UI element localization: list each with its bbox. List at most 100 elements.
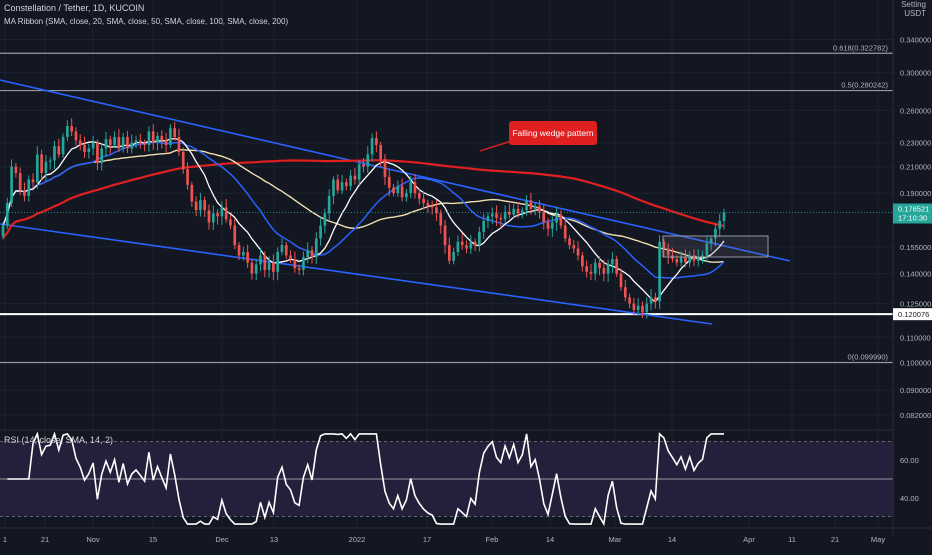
currency-code: USDT xyxy=(904,9,926,18)
candle-up xyxy=(722,212,726,221)
candle-down xyxy=(96,142,99,163)
candle-down xyxy=(18,173,22,191)
candle-up xyxy=(636,305,640,310)
price-tick-label: 0.190000 xyxy=(900,189,931,198)
candle-down xyxy=(70,126,73,132)
candle-down xyxy=(160,135,164,141)
fib-level-label: 0(0.099990) xyxy=(848,352,889,361)
candle-up xyxy=(302,257,305,270)
candle-up xyxy=(130,142,134,149)
candle-down xyxy=(546,222,550,229)
candle-up xyxy=(486,216,490,221)
symbol-title: Constellation / Tether, 1D, KUCOIN xyxy=(4,3,145,13)
fib-level-label: 0.618(0.322782) xyxy=(833,43,889,52)
wedge-lower-line xyxy=(0,223,713,325)
candle-down xyxy=(387,176,391,188)
candle-up xyxy=(611,259,614,265)
candle-down xyxy=(139,140,142,143)
grid-layer xyxy=(0,0,893,526)
candle-down xyxy=(190,184,194,202)
candle-down xyxy=(310,250,314,258)
candle-up xyxy=(61,137,65,155)
annotation-box xyxy=(509,121,597,145)
candle-down xyxy=(177,137,181,153)
candle-up xyxy=(606,264,610,274)
price-tick-label: 0.155000 xyxy=(900,243,931,252)
candle-down xyxy=(78,140,82,145)
support-price-tag xyxy=(893,308,932,321)
candle-down xyxy=(585,266,588,272)
horizontal-levels: 0.618(0.322782) 0.5(0.280242) 0(0.099990) xyxy=(0,43,893,364)
annotation-layer: Falling wedge pattern xyxy=(479,121,597,152)
candle-down xyxy=(430,205,434,208)
candle-up xyxy=(645,303,649,313)
candle-down xyxy=(426,203,430,206)
candle-up xyxy=(66,126,69,138)
candle-up xyxy=(276,251,279,272)
candle-up xyxy=(649,297,653,304)
candle-down xyxy=(542,211,546,223)
candle-up xyxy=(306,250,310,258)
candle-down xyxy=(289,255,292,260)
candle-down xyxy=(439,213,443,226)
time-tick-label: Feb xyxy=(486,535,499,544)
time-tick-label: 17 xyxy=(423,535,431,544)
time-tick-label: 14 xyxy=(668,535,676,544)
ma-ribbon-legend: MA Ribbon (SMA, close, 20, SMA, close, 5… xyxy=(4,17,289,26)
candle-down xyxy=(473,241,477,246)
candle-up xyxy=(267,262,271,270)
candle-down xyxy=(400,186,404,198)
candle-up xyxy=(91,142,95,149)
candle-down xyxy=(14,166,18,174)
candle-up xyxy=(10,166,13,204)
candle-down xyxy=(443,225,447,246)
time-tick-label: Dec xyxy=(215,535,229,544)
time-tick-label: 15 xyxy=(149,535,157,544)
candle-down xyxy=(345,182,348,187)
candle-up xyxy=(405,193,408,198)
candle-up xyxy=(220,207,224,217)
price-tick-label: 0.100000 xyxy=(900,358,931,367)
candle-up xyxy=(701,255,704,258)
candle-up xyxy=(503,211,507,220)
candle-down xyxy=(572,245,576,249)
candle-down xyxy=(57,146,61,155)
candle-down xyxy=(692,255,696,261)
candle-down xyxy=(151,131,155,143)
candle-up xyxy=(53,146,56,161)
time-tick-label: 13 xyxy=(270,535,278,544)
candle-down xyxy=(23,190,26,196)
price-tick-label: 0.340000 xyxy=(900,36,931,45)
price-tick-label: 0.260000 xyxy=(900,106,931,115)
fib-level-label: 0.5(0.280242) xyxy=(841,81,888,90)
candle-up xyxy=(121,137,125,149)
candle-down xyxy=(465,245,468,249)
candle-up xyxy=(36,154,39,183)
candle-up xyxy=(718,220,722,229)
time-tick-label: 21 xyxy=(41,535,49,544)
time-tick-label: Mar xyxy=(609,535,622,544)
countdown-label: 17:10:30 xyxy=(898,214,927,223)
candle-up xyxy=(169,128,172,145)
candle-down xyxy=(628,297,631,304)
candle-down xyxy=(516,208,520,214)
candle-down xyxy=(293,259,297,269)
candle-up xyxy=(113,137,116,145)
candle-down xyxy=(216,213,219,217)
candle-down xyxy=(164,140,168,145)
candle-up xyxy=(452,251,455,261)
candle-up xyxy=(525,200,528,211)
rsi-tick-label: 60.00 xyxy=(900,456,919,465)
candle-down xyxy=(392,187,395,194)
candle-up xyxy=(705,243,709,256)
candle-up xyxy=(100,148,104,163)
annotation-text: Falling wedge pattern xyxy=(512,128,594,138)
currency-label[interactable]: Setting USDT xyxy=(901,0,926,18)
candle-down xyxy=(194,201,198,211)
candle-down xyxy=(598,262,601,269)
candle-up xyxy=(456,241,460,252)
candle-up xyxy=(490,213,494,217)
